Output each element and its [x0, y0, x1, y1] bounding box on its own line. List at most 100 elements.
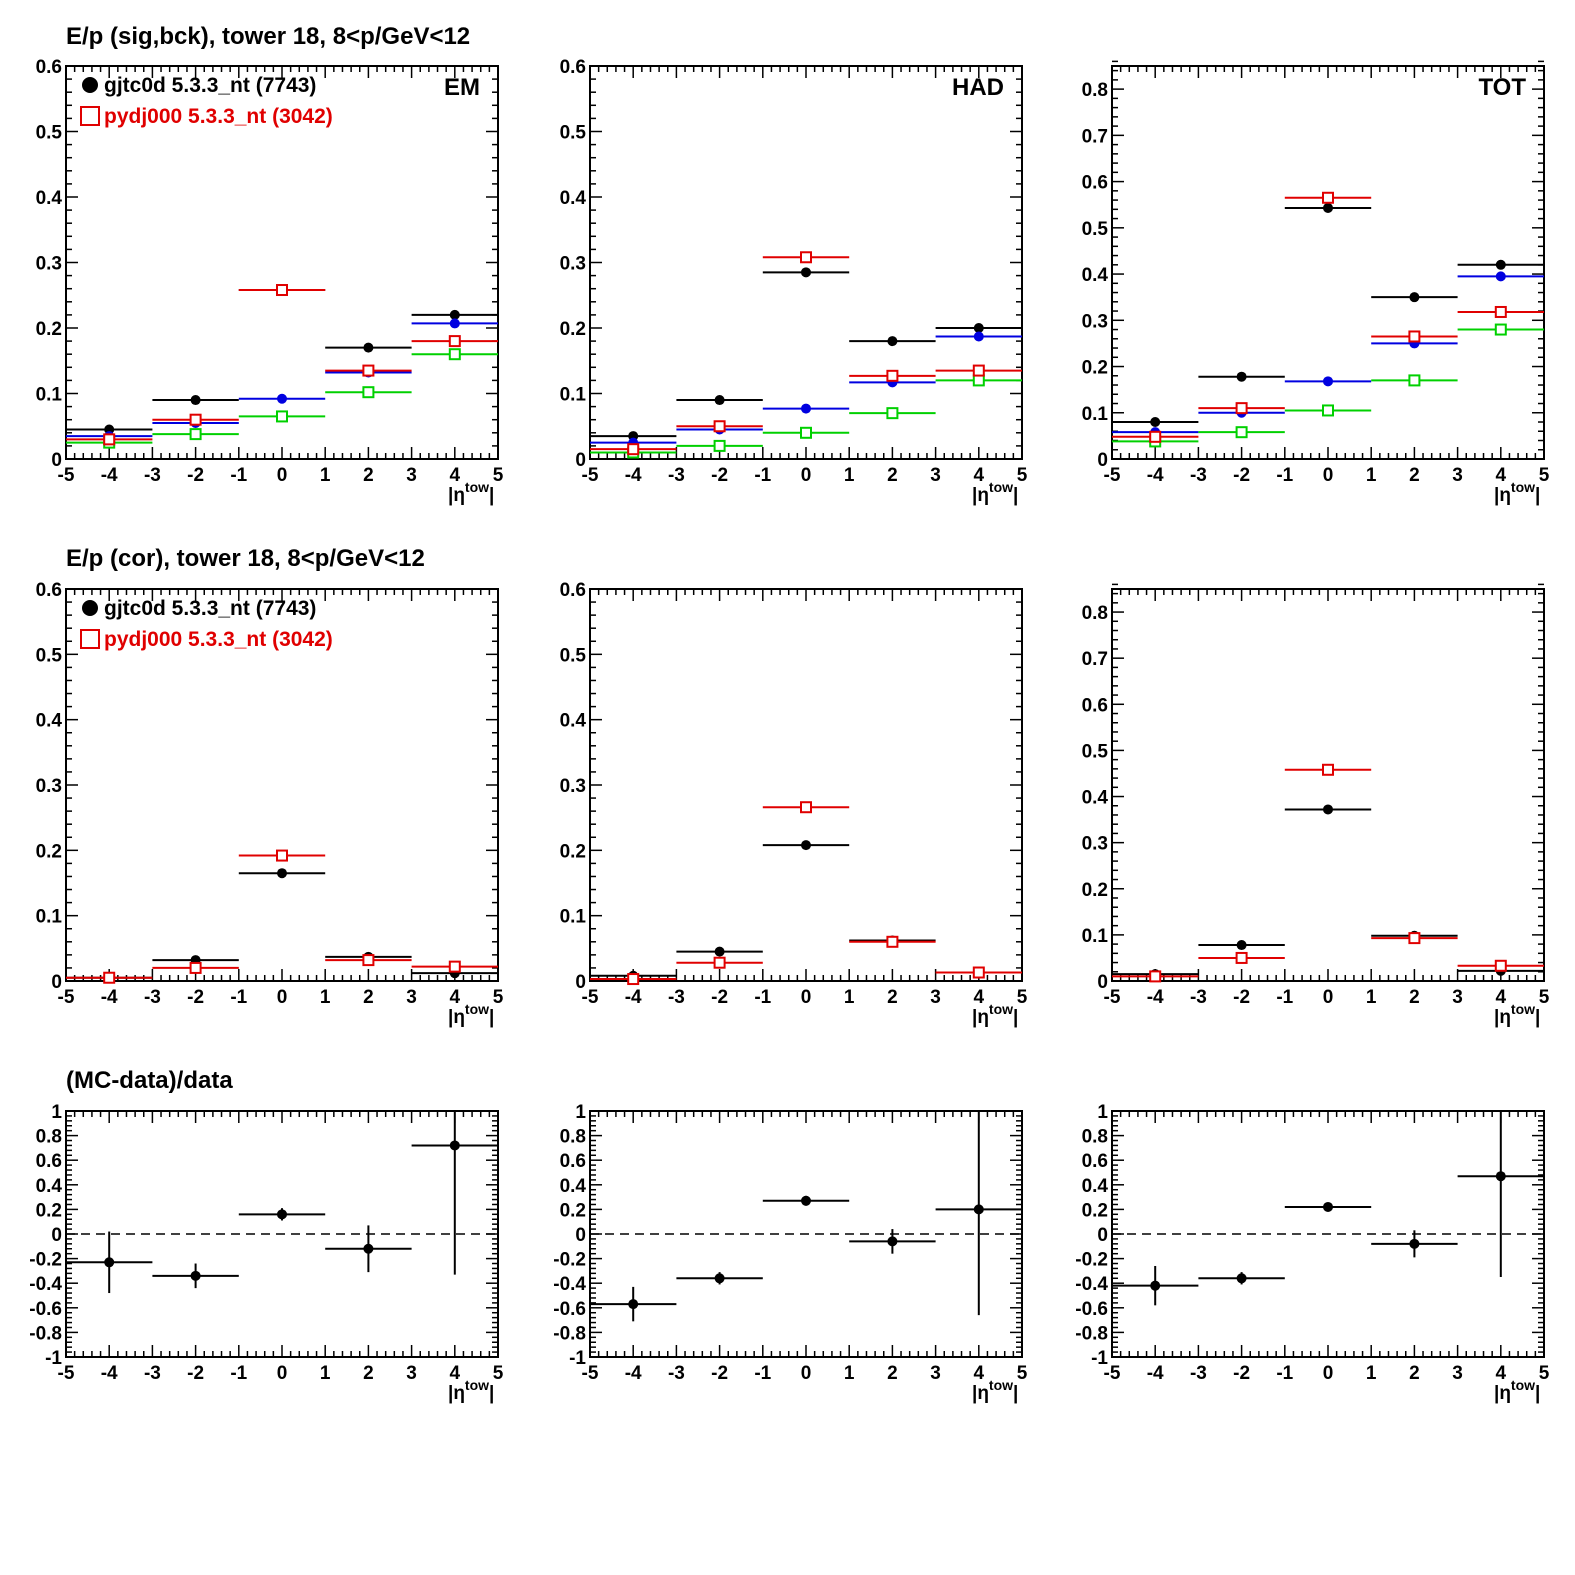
- x-tick-label: -3: [1190, 1363, 1207, 1384]
- data-point: [1322, 763, 1334, 776]
- x-tick-label: 1: [1366, 987, 1377, 1008]
- x-tick-label: 3: [406, 465, 417, 486]
- data-point: [886, 369, 899, 382]
- y-tick-label: 0.4: [560, 188, 587, 209]
- x-tick-label: -1: [754, 1363, 771, 1384]
- y-tick-label: 0.1: [36, 385, 63, 406]
- x-axis-label: |ηtow|: [972, 1377, 1018, 1404]
- x-tick-label: -4: [101, 987, 118, 1008]
- data-point: [800, 426, 812, 439]
- x-axis-label-sup: tow: [1511, 1377, 1535, 1393]
- x-tick-label: 5: [493, 1363, 504, 1384]
- x-axis-label-main: |η: [448, 485, 465, 506]
- y-tick-label: 0.2: [560, 1200, 586, 1221]
- data-point: [886, 407, 899, 420]
- x-tick-label: -5: [58, 987, 75, 1008]
- data-point: [104, 1257, 115, 1268]
- y-tick-label: 0.7: [1082, 649, 1108, 670]
- data-point: [276, 410, 288, 423]
- y-tick-label: 0.2: [36, 319, 62, 340]
- x-tick-label: 2: [1409, 1363, 1420, 1384]
- x-tick-label: 4: [1496, 1363, 1507, 1384]
- x-tick-label: -1: [230, 987, 247, 1008]
- x-tick-label: 1: [844, 987, 855, 1008]
- y-tick-label: 0.3: [560, 254, 586, 275]
- x-tick-label: 0: [1323, 987, 1334, 1008]
- x-tick-label: -4: [625, 465, 642, 486]
- x-axis-label: |ηtow|: [448, 1001, 494, 1028]
- x-tick-label: 1: [1366, 1363, 1377, 1384]
- x-tick-label: -3: [668, 987, 685, 1008]
- legend-marker-data: [82, 600, 98, 616]
- row-title-3: (MC-data)/data: [66, 1067, 233, 1094]
- x-tick-label: 4: [1496, 987, 1507, 1008]
- x-axis-label-end: |: [489, 485, 494, 506]
- x-tick-label: 3: [930, 987, 941, 1008]
- y-tick-label: 0.1: [1082, 404, 1109, 425]
- x-tick-label: -5: [1104, 1363, 1121, 1384]
- data-point: [189, 428, 202, 441]
- y-tick-label: 0.5: [36, 645, 63, 666]
- y-tick-label: 0.5: [1082, 219, 1109, 240]
- data-point: [362, 364, 375, 377]
- x-axis-label-sup: tow: [465, 479, 489, 495]
- plot-frame: [1111, 588, 1545, 982]
- data-point: [1322, 191, 1334, 204]
- x-tick-label: 3: [1452, 1363, 1463, 1384]
- x-axis-label-main: |η: [972, 1007, 989, 1028]
- y-tick-label: 0.4: [1082, 1176, 1109, 1197]
- x-tick-label: 3: [1452, 465, 1463, 486]
- data-point: [1495, 271, 1506, 282]
- data-point: [1408, 932, 1421, 945]
- panel-0-0: -5 -4 -3 -2 -1 0 1 2 3 4 5|ηtow|00.10.20.30.40.50.…: [36, 57, 504, 506]
- x-tick-label: 2: [1409, 465, 1420, 486]
- x-tick-label: 4: [450, 465, 461, 486]
- y-tick-label: 0: [1097, 450, 1108, 471]
- x-tick-label: -2: [711, 465, 728, 486]
- x-tick-label: -1: [1276, 987, 1293, 1008]
- data-point: [887, 336, 898, 347]
- data-point: [362, 386, 375, 399]
- data-point: [714, 946, 725, 957]
- y-tick-label: 0.6: [36, 580, 62, 601]
- data-point: [713, 439, 726, 452]
- x-axis-label-main: |η: [448, 1007, 465, 1028]
- data-point: [1495, 259, 1506, 270]
- y-tick-label: 0.4: [36, 188, 63, 209]
- y-tick-label: -1: [45, 1348, 62, 1369]
- y-tick-label: 0: [1097, 1225, 1108, 1246]
- y-tick-label: -0.4: [29, 1274, 62, 1295]
- panel-1-2: -5 -4 -3 -2 -1 0 1 2 3 4 5|ηtow|00.10.20.30.40.50.…: [1082, 583, 1550, 1028]
- y-tick-label: 0.5: [36, 123, 63, 144]
- x-tick-label: -5: [582, 465, 599, 486]
- x-tick-label: -2: [187, 987, 204, 1008]
- x-axis-label-sup: tow: [989, 1377, 1013, 1393]
- x-tick-label: -4: [625, 1363, 642, 1384]
- data-point: [189, 961, 202, 974]
- x-axis-label-end: |: [1013, 1007, 1018, 1028]
- x-tick-label: 3: [406, 1363, 417, 1384]
- x-tick-label: -5: [58, 465, 75, 486]
- x-tick-label: -2: [1233, 987, 1250, 1008]
- series-0: [590, 840, 1022, 981]
- data-point: [714, 1273, 725, 1284]
- y-tick-label: 0: [51, 972, 62, 993]
- data-point: [1323, 804, 1333, 815]
- x-tick-label: -5: [582, 1363, 599, 1384]
- y-tick-label: 0: [51, 1225, 62, 1246]
- x-tick-label: 3: [930, 465, 941, 486]
- x-tick-label: -4: [101, 465, 118, 486]
- x-tick-label: -1: [230, 1363, 247, 1384]
- plot-frame: [1111, 65, 1545, 460]
- panel-2-1: -5 -4 -3 -2 -1 0 1 2 3 4 5|ηtow|-1-0.8-0.6-0.4-0.2…: [553, 1102, 1027, 1404]
- data-point: [1236, 371, 1247, 382]
- x-axis-label-main: |η: [1494, 1007, 1511, 1028]
- data-point: [448, 335, 461, 348]
- y-tick-label: 0.6: [560, 57, 586, 78]
- x-axis-label-sup: tow: [1511, 1001, 1535, 1017]
- x-tick-label: 0: [1323, 465, 1334, 486]
- x-axis-label: |ηtow|: [448, 1377, 494, 1404]
- y-tick-label: 0: [1097, 972, 1108, 993]
- y-tick-label: -0.2: [553, 1250, 586, 1271]
- series-1: [66, 318, 498, 442]
